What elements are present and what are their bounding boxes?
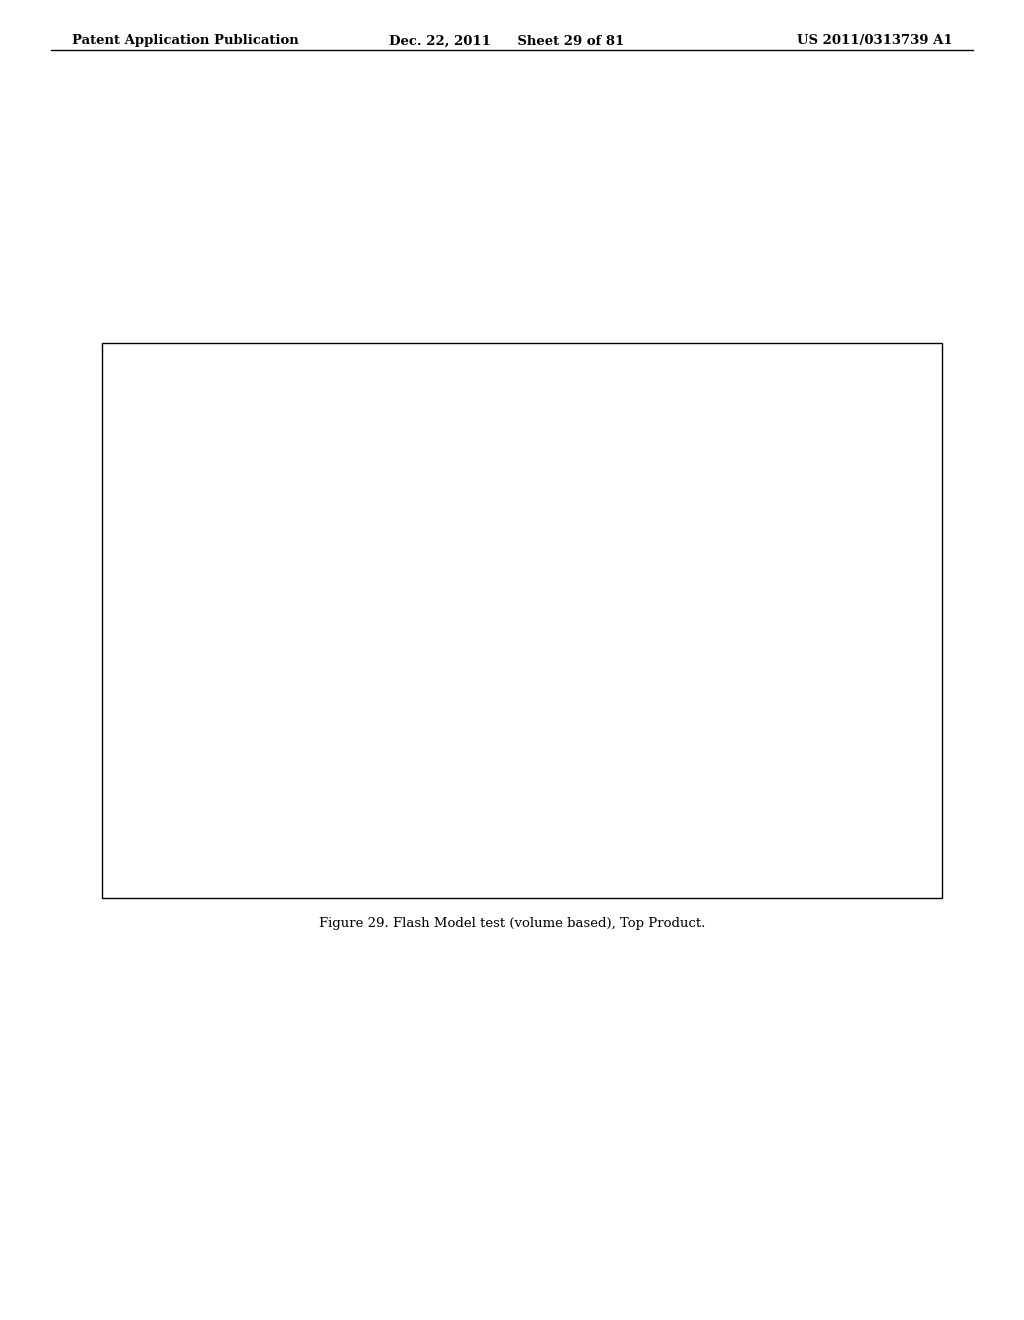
Text: Figure 29. Flash Model test (volume based), Top Product.: Figure 29. Flash Model test (volume base…: [318, 917, 706, 931]
Legend: Linear Model, Rigorous: Linear Model, Rigorous: [682, 619, 808, 661]
Text: US 2011/0313739 A1: US 2011/0313739 A1: [797, 34, 952, 48]
Rigorous: [270, 756, 283, 772]
Line: Rigorous: Rigorous: [273, 451, 769, 768]
Text: Dec. 22, 2011  Sheet 29 of 81: Dec. 22, 2011 Sheet 29 of 81: [389, 34, 625, 48]
Linear Model: [759, 474, 771, 490]
Linear Model: [515, 632, 527, 648]
Y-axis label: TBP (°F): TBP (°F): [126, 589, 140, 645]
X-axis label: Volume (%): Volume (%): [452, 879, 542, 894]
Text: Patent Application Publication: Patent Application Publication: [72, 34, 298, 48]
Rigorous: [759, 447, 771, 463]
Linear Model: [270, 750, 283, 766]
Line: Linear Model: Linear Model: [273, 478, 769, 762]
Title: Flash Top Product tbp curve: Flash Top Product tbp curve: [332, 355, 662, 376]
Rigorous: [515, 660, 527, 676]
